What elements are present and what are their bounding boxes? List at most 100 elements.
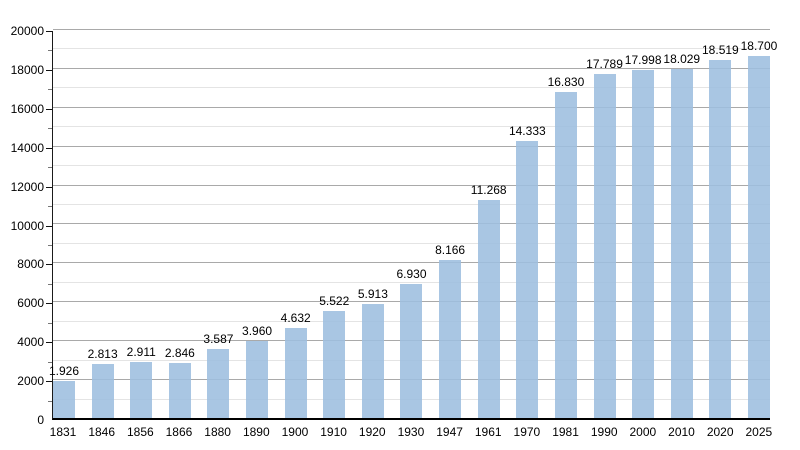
bar-value-label: 18.029 — [663, 52, 701, 67]
major-tick — [46, 342, 52, 343]
bar-value-label: 8.166 — [435, 243, 466, 257]
bar-value-label: 18.519 — [702, 42, 739, 57]
major-tick — [46, 109, 52, 110]
bar-2000: 17.998 — [625, 53, 661, 418]
y-tick-label: 10000 — [10, 219, 44, 233]
bar-value-label: 2.911 — [126, 344, 156, 359]
x-tick-label: 1890 — [242, 425, 270, 439]
bar-series: 1.926 2.813 2.911 2.846 3.587 3.960 4.632 5.522… — [49, 31, 777, 418]
y-axis-ticks — [44, 31, 52, 420]
x-tick-label: 2000 — [629, 425, 657, 439]
bar-1846: 2.813 — [88, 347, 118, 418]
bar-1856: 2.911 — [127, 345, 156, 418]
bar-1961: 11.268 — [471, 183, 507, 418]
minor-gridline — [53, 48, 770, 49]
x-tick-label: 1990 — [590, 425, 618, 439]
major-gridline — [53, 146, 770, 147]
x-tick-label: 1910 — [320, 425, 347, 439]
major-tick — [46, 381, 52, 382]
minor-gridline — [53, 165, 770, 166]
x-tick-label: 1970 — [513, 425, 541, 439]
x-tick-label: 1880 — [204, 425, 231, 439]
major-tick — [46, 148, 52, 149]
major-tick — [46, 70, 52, 71]
x-tick-label: 1930 — [397, 425, 425, 439]
minor-tick — [48, 206, 52, 207]
minor-gridline — [53, 126, 770, 127]
major-gridline — [53, 223, 770, 224]
bar-1831: 1.926 — [49, 364, 79, 418]
bar-2010: 18.029 — [663, 52, 700, 418]
y-tick-label: 18000 — [10, 63, 44, 77]
y-tick-label: 8000 — [17, 257, 44, 271]
bar-value-label: 5.522 — [319, 294, 350, 309]
bar-1947: 8.166 — [435, 243, 465, 418]
major-tick — [46, 187, 52, 188]
major-tick — [46, 31, 52, 32]
major-gridline — [53, 107, 770, 108]
minor-tick — [48, 362, 52, 363]
major-tick — [46, 303, 52, 304]
bar-1920: 5.913 — [358, 287, 388, 418]
y-tick-label: 2000 — [17, 374, 44, 388]
minor-gridline — [53, 243, 770, 244]
minor-tick — [48, 128, 52, 129]
minor-tick — [48, 50, 52, 51]
minor-tick — [48, 323, 52, 324]
bar-value-label: 2.813 — [87, 346, 118, 361]
y-tick-label: 16000 — [10, 102, 44, 116]
bar-value-label: 17.789 — [586, 56, 623, 71]
bar-value-label: 5.913 — [357, 286, 388, 301]
major-gridline — [53, 262, 770, 263]
x-axis-labels: 1831 1846 1856 1866 1880 1890 1900 1910 1920 1930… — [49, 425, 773, 439]
bar-1900: 4.632 — [281, 311, 311, 418]
y-axis-labels: 0 2000 4000 6000 8000 10000 12000 14000 16000 180… — [0, 24, 46, 427]
bar-1981: 16.830 — [548, 75, 584, 418]
major-tick — [46, 264, 52, 265]
bar-1890: 3.960 — [242, 324, 272, 418]
bar-value-label: 18.700 — [740, 39, 778, 54]
bar-value-label: 11.268 — [470, 182, 507, 197]
minor-gridline — [53, 282, 770, 283]
y-tick-label: 14000 — [10, 141, 44, 155]
x-tick-label: 1920 — [358, 425, 386, 439]
y-tick-label: 6000 — [17, 296, 44, 310]
y-tick-label: 4000 — [17, 335, 44, 349]
x-tick-label: 2010 — [668, 425, 695, 439]
major-gridline — [53, 185, 770, 186]
minor-tick — [48, 167, 52, 168]
bar-1880: 3.587 — [203, 332, 233, 418]
bar-value-label: 1.926 — [48, 363, 80, 378]
x-tick-label: 1900 — [281, 425, 309, 439]
x-tick-label: 1961 — [474, 425, 502, 439]
bar-value-label: 4.632 — [280, 311, 311, 326]
minor-tick — [48, 284, 52, 285]
major-tick — [46, 226, 52, 227]
x-tick-label: 2025 — [745, 425, 773, 439]
bar-value-label: 3.960 — [242, 324, 273, 339]
bar-value-label: 14.333 — [508, 123, 546, 138]
bar-value-label: 3.587 — [203, 331, 234, 346]
x-tick-label: 1981 — [552, 425, 579, 439]
y-tick-label: 12000 — [10, 180, 44, 194]
major-gridline — [53, 68, 770, 69]
x-tick-label: 1831 — [49, 425, 77, 439]
minor-gridline — [53, 204, 770, 205]
bar-2025: 18.700 — [741, 39, 777, 418]
bar-1990: 17.789 — [586, 57, 623, 418]
y-tick-label: 0 — [37, 413, 44, 427]
minor-gridline — [53, 87, 770, 88]
bar-value-label: 16.830 — [547, 75, 585, 90]
x-tick-label: 2020 — [706, 425, 734, 439]
bar-2020: 18.519 — [702, 43, 739, 418]
x-tick-label: 1866 — [165, 425, 193, 439]
bar-value-label: 6.930 — [396, 266, 427, 281]
bar-1970: 14.333 — [509, 124, 546, 418]
x-tick-label: 1947 — [436, 425, 463, 439]
bar-value-label: 2.846 — [164, 345, 195, 360]
minor-tick — [48, 245, 52, 246]
minor-tick — [48, 89, 52, 90]
y-tick-label: 20000 — [10, 24, 44, 38]
major-gridline — [53, 29, 770, 30]
